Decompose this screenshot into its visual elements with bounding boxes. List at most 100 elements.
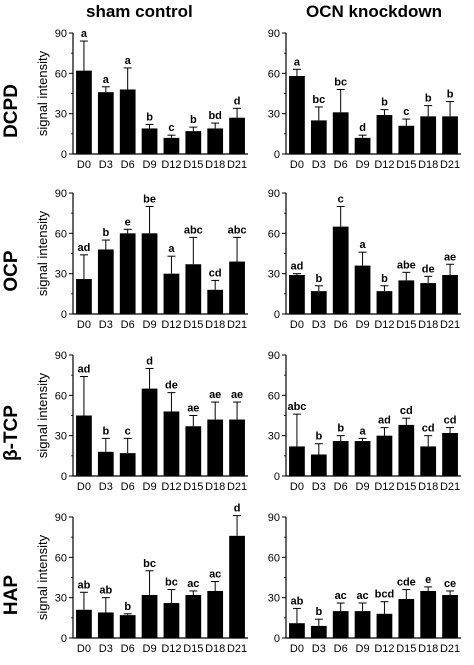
significance-label: abc — [287, 401, 306, 413]
chart-panel-8: 0 30 60 90 ab D0 b D3 ac D6 ac D9 bcd D12 cde D15 e D18 ce… — [268, 512, 461, 655]
bar-D6 — [119, 89, 136, 154]
bar-D18 — [420, 446, 437, 476]
significance-label: bc — [143, 558, 156, 570]
bar-D6 — [332, 226, 349, 314]
x-tick-label: D18 — [205, 319, 225, 331]
x-tick-label: D12 — [161, 159, 181, 171]
y-tick-label: 0 — [274, 149, 280, 161]
x-tick-label: D15 — [396, 481, 416, 493]
x-tick-label: D0 — [290, 643, 304, 655]
significance-label: c — [125, 425, 131, 437]
y-tick-label: 30 — [55, 593, 67, 605]
significance-label: a — [294, 56, 301, 68]
significance-label: b — [425, 93, 432, 105]
chart-panel-2: 0 30 60 90 a D0 bc D3 bc D6 d D9 b D12 c D15 b D18 b D21 — [268, 28, 461, 171]
significance-label: b — [315, 273, 322, 285]
significance-label: d — [359, 122, 366, 134]
significance-label: ad — [78, 242, 91, 254]
x-tick-label: D21 — [440, 319, 460, 331]
column-title-ocn-knockdown: OCN knockdown — [306, 2, 443, 21]
x-tick-label: D18 — [418, 319, 438, 331]
column-title-sham-control: sham control — [86, 2, 193, 21]
x-tick-label: D6 — [121, 481, 135, 493]
significance-label: ce — [444, 578, 456, 590]
significance-label: ab — [99, 585, 112, 597]
bar-D18 — [420, 116, 437, 154]
significance-label: d — [234, 95, 241, 107]
significance-label: e — [425, 574, 431, 586]
bar-D21 — [229, 117, 245, 154]
x-tick-label: D3 — [99, 319, 113, 331]
bar-D18 — [207, 128, 224, 154]
bar-D3 — [310, 454, 327, 476]
significance-label: b — [146, 111, 153, 123]
y-tick-label: 30 — [55, 431, 67, 443]
significance-label: a — [125, 55, 132, 67]
significance-label: bcd — [375, 589, 395, 601]
significance-label: de — [422, 263, 435, 275]
significance-label: b — [381, 273, 388, 285]
bar-D12 — [376, 291, 393, 314]
significance-label: cde — [397, 577, 416, 589]
chart-panel-7: 0 30 60 90 signal intensity ab D0 ab D3 b D6 bc D9 bc… — [35, 503, 248, 655]
x-tick-label: D3 — [312, 319, 326, 331]
y-tick-label: 90 — [55, 350, 67, 362]
y-tick-label: 30 — [268, 269, 280, 281]
y-tick-label: 0 — [274, 309, 280, 321]
significance-label: ad — [78, 364, 91, 376]
x-tick-label: D3 — [312, 481, 326, 493]
bar-D6 — [332, 441, 349, 476]
significance-label: cd — [209, 267, 222, 279]
x-tick-label: D0 — [77, 643, 91, 655]
significance-label: c — [338, 193, 344, 205]
significance-label: a — [81, 28, 88, 40]
significance-label: de — [165, 380, 178, 392]
x-tick-label: D6 — [334, 159, 348, 171]
chart-panel-5: 0 30 60 90 signal intensity ad D0 b D3 c D6 d D9 de D1… — [35, 350, 248, 493]
bar-D15 — [398, 599, 415, 638]
x-tick-label: D3 — [312, 643, 326, 655]
bar-D9 — [354, 441, 371, 476]
x-tick-label: D9 — [143, 159, 157, 171]
significance-label: be — [143, 193, 156, 205]
significance-label: d — [234, 503, 241, 515]
y-tick-label: 30 — [55, 109, 67, 121]
y-tick-label: 60 — [268, 228, 280, 240]
bar-D9 — [141, 128, 158, 154]
x-tick-label: D12 — [161, 319, 181, 331]
significance-label: ac — [209, 569, 221, 581]
chart-panel-1: 0 30 60 90 signal intensity a D0 a D3 a D6 b D9 c D12 b… — [35, 28, 248, 171]
x-tick-label: D0 — [290, 319, 304, 331]
significance-label: bd — [208, 110, 221, 122]
x-tick-label: D12 — [374, 319, 394, 331]
x-tick-label: D21 — [227, 481, 247, 493]
x-tick-label: D6 — [334, 319, 348, 331]
y-tick-label: 60 — [55, 68, 67, 80]
significance-label: a — [168, 243, 175, 255]
bar-D12 — [163, 273, 180, 314]
x-tick-label: D15 — [183, 159, 203, 171]
x-tick-label: D12 — [374, 481, 394, 493]
y-tick-label: 60 — [268, 68, 280, 80]
significance-label: ac — [187, 578, 199, 590]
x-tick-label: D15 — [183, 481, 203, 493]
y-tick-label: 60 — [268, 390, 280, 402]
y-tick-label: 90 — [55, 512, 67, 524]
y-tick-label: 30 — [268, 431, 280, 443]
y-tick-label: 60 — [55, 228, 67, 240]
x-tick-label: D21 — [440, 481, 460, 493]
bar-D21 — [442, 116, 458, 154]
x-tick-label: D6 — [334, 481, 348, 493]
x-tick-label: D3 — [99, 481, 113, 493]
y-axis-label: signal intensity — [35, 372, 50, 458]
significance-label: b — [447, 89, 454, 101]
bar-D9 — [141, 594, 158, 638]
y-tick-label: 30 — [268, 593, 280, 605]
significance-label: cd — [444, 415, 457, 427]
bar-D9 — [141, 388, 158, 476]
x-tick-label: D12 — [374, 159, 394, 171]
chart-panel-3: 0 30 60 90 signal intensity ad D0 b D3 e D6 be D9 a D1… — [35, 188, 248, 331]
bar-D21 — [229, 419, 245, 476]
